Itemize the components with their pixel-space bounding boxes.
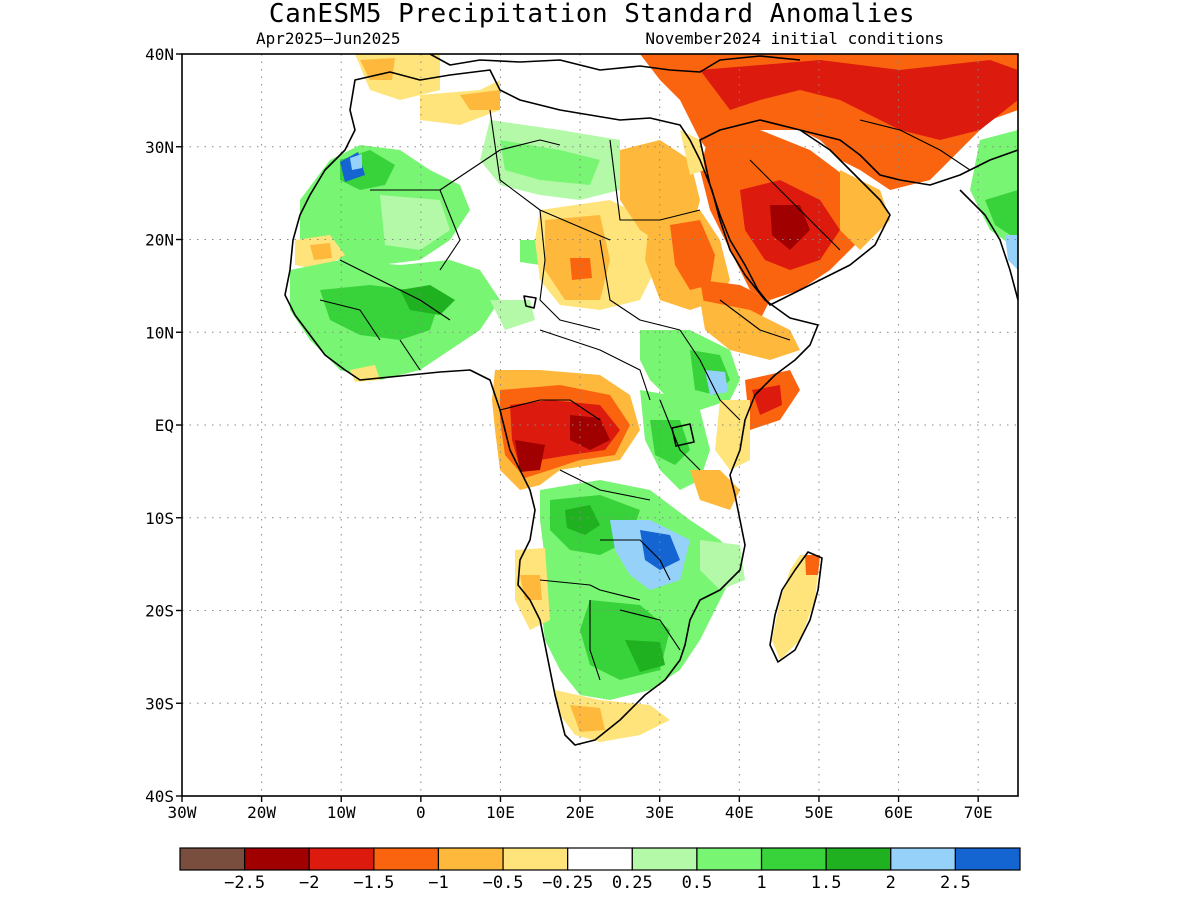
chart-title: CanESM5 Precipitation Standard Anomalies	[269, 0, 915, 29]
lon-tick-label: 10W	[327, 803, 356, 822]
mediterranean-coast	[429, 54, 801, 73]
lat-tick-label: 30S	[145, 694, 174, 713]
lon-tick-label: 10E	[486, 803, 515, 822]
lon-tick-label: 70E	[964, 803, 993, 822]
lat-tick-label: 10N	[145, 323, 174, 342]
anomaly-layer	[290, 54, 1018, 742]
colorbar-swatch	[825, 847, 892, 871]
lake-chad	[523, 295, 537, 309]
lake-victoria	[671, 423, 695, 447]
lat-tick-label: 20N	[145, 231, 174, 250]
madagascar-coastline	[769, 551, 823, 663]
lat-tick-label: 30N	[145, 138, 174, 157]
colorbar-swatch	[373, 847, 440, 871]
colorbar-label: 1	[756, 873, 766, 893]
india-coast	[959, 189, 1018, 301]
colorbar-label: 0.25	[612, 873, 653, 893]
colorbar-swatch	[244, 847, 310, 871]
lat-tick-label: 10S	[145, 509, 174, 528]
colorbar-label: −1.5	[353, 873, 394, 893]
lon-tick-label: 30E	[645, 803, 674, 822]
colorbar-label: −0.25	[542, 873, 593, 893]
colorbar-label: 2	[886, 873, 896, 893]
persian-gulf-coast	[799, 129, 1018, 186]
lon-tick-label: 60E	[884, 803, 913, 822]
colorbar-swatch	[696, 847, 763, 871]
lat-tick-label: 20S	[145, 602, 174, 621]
country-borders	[319, 109, 971, 681]
colorbar-label: 2.5	[940, 873, 971, 893]
lat-tick-label: 40N	[145, 45, 174, 64]
period-label: Apr2025–Jun2025	[256, 29, 401, 48]
coastlines	[284, 54, 1018, 746]
colorbar-swatch	[308, 847, 375, 871]
middle-east-anomalies	[640, 54, 1018, 300]
init-conditions-label: November2024 initial conditions	[645, 29, 944, 48]
lon-tick-label: 0	[416, 803, 426, 822]
colorbar-swatch	[179, 847, 246, 871]
colorbar-swatch	[890, 847, 956, 871]
colorbar-swatch	[760, 847, 827, 871]
lat-tick-label: EQ	[155, 416, 174, 435]
colorbar-label: 1.5	[811, 873, 842, 893]
lon-tick-label: 20E	[566, 803, 595, 822]
colorbar-swatch	[954, 847, 1021, 871]
colorbar-label: −2.5	[224, 873, 265, 893]
colorbar-swatch	[437, 847, 504, 871]
lat-tick-label: 40S	[145, 787, 174, 806]
colorbar-label: −2	[299, 873, 319, 893]
lon-tick-label: 50E	[804, 803, 833, 822]
colorbar-swatch	[502, 847, 569, 871]
colorbar-swatch	[631, 847, 698, 871]
lon-tick-label: 30W	[168, 803, 197, 822]
colorbar-label: 0.5	[682, 873, 713, 893]
lon-tick-label: 20W	[247, 803, 276, 822]
lon-tick-label: 40E	[725, 803, 754, 822]
colorbar-swatch	[567, 847, 633, 871]
colorbar: −2.5 −2 −1.5 −1 −0.5 −0.25 0.25 0.5 1 1.5 2 2.5	[179, 847, 1021, 893]
colorbar-label: −0.5	[483, 873, 524, 893]
colorbar-label: −1	[428, 873, 448, 893]
africa-coastline	[284, 69, 819, 746]
